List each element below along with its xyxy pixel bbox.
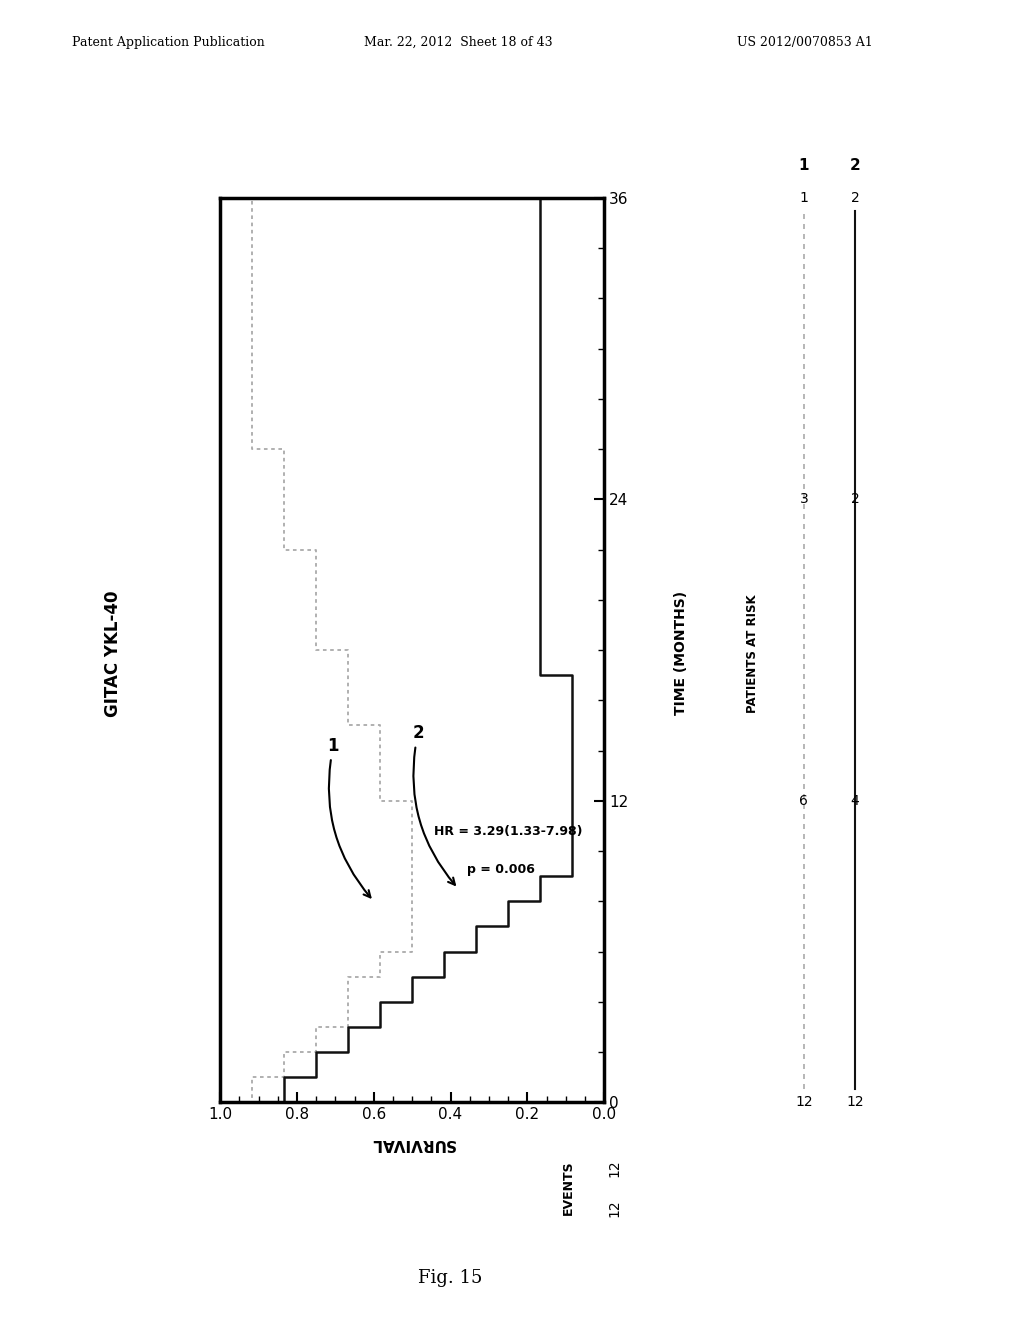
Text: PATIENTS AT RISK: PATIENTS AT RISK <box>746 594 759 713</box>
Text: HR = 3.29(1.33-7.98): HR = 3.29(1.33-7.98) <box>434 825 583 838</box>
Text: p = 0.006: p = 0.006 <box>467 863 535 876</box>
Text: Patent Application Publication: Patent Application Publication <box>72 36 264 49</box>
X-axis label: SURVIVAL: SURVIVAL <box>370 1137 455 1151</box>
Text: 2: 2 <box>850 157 860 173</box>
Text: 1: 1 <box>799 157 809 173</box>
Text: Fig. 15: Fig. 15 <box>419 1269 482 1287</box>
Text: 12: 12 <box>846 1096 864 1109</box>
Text: Mar. 22, 2012  Sheet 18 of 43: Mar. 22, 2012 Sheet 18 of 43 <box>364 36 552 49</box>
Text: 4: 4 <box>851 793 859 808</box>
Text: 6: 6 <box>800 793 808 808</box>
Text: 1: 1 <box>328 737 371 898</box>
Text: 1: 1 <box>800 191 808 205</box>
Text: 2: 2 <box>851 191 859 205</box>
Text: GITAC YKL-40: GITAC YKL-40 <box>103 590 122 717</box>
Text: 2: 2 <box>851 492 859 507</box>
Text: US 2012/0070853 A1: US 2012/0070853 A1 <box>737 36 873 49</box>
Text: 12: 12 <box>795 1096 813 1109</box>
Text: TIME (MONTHS): TIME (MONTHS) <box>674 591 688 715</box>
Text: 3: 3 <box>800 492 808 507</box>
Text: 2: 2 <box>412 723 455 884</box>
Text: EVENTS: EVENTS <box>562 1160 574 1216</box>
Text: 12: 12 <box>607 1159 622 1177</box>
Text: 12: 12 <box>607 1199 622 1217</box>
